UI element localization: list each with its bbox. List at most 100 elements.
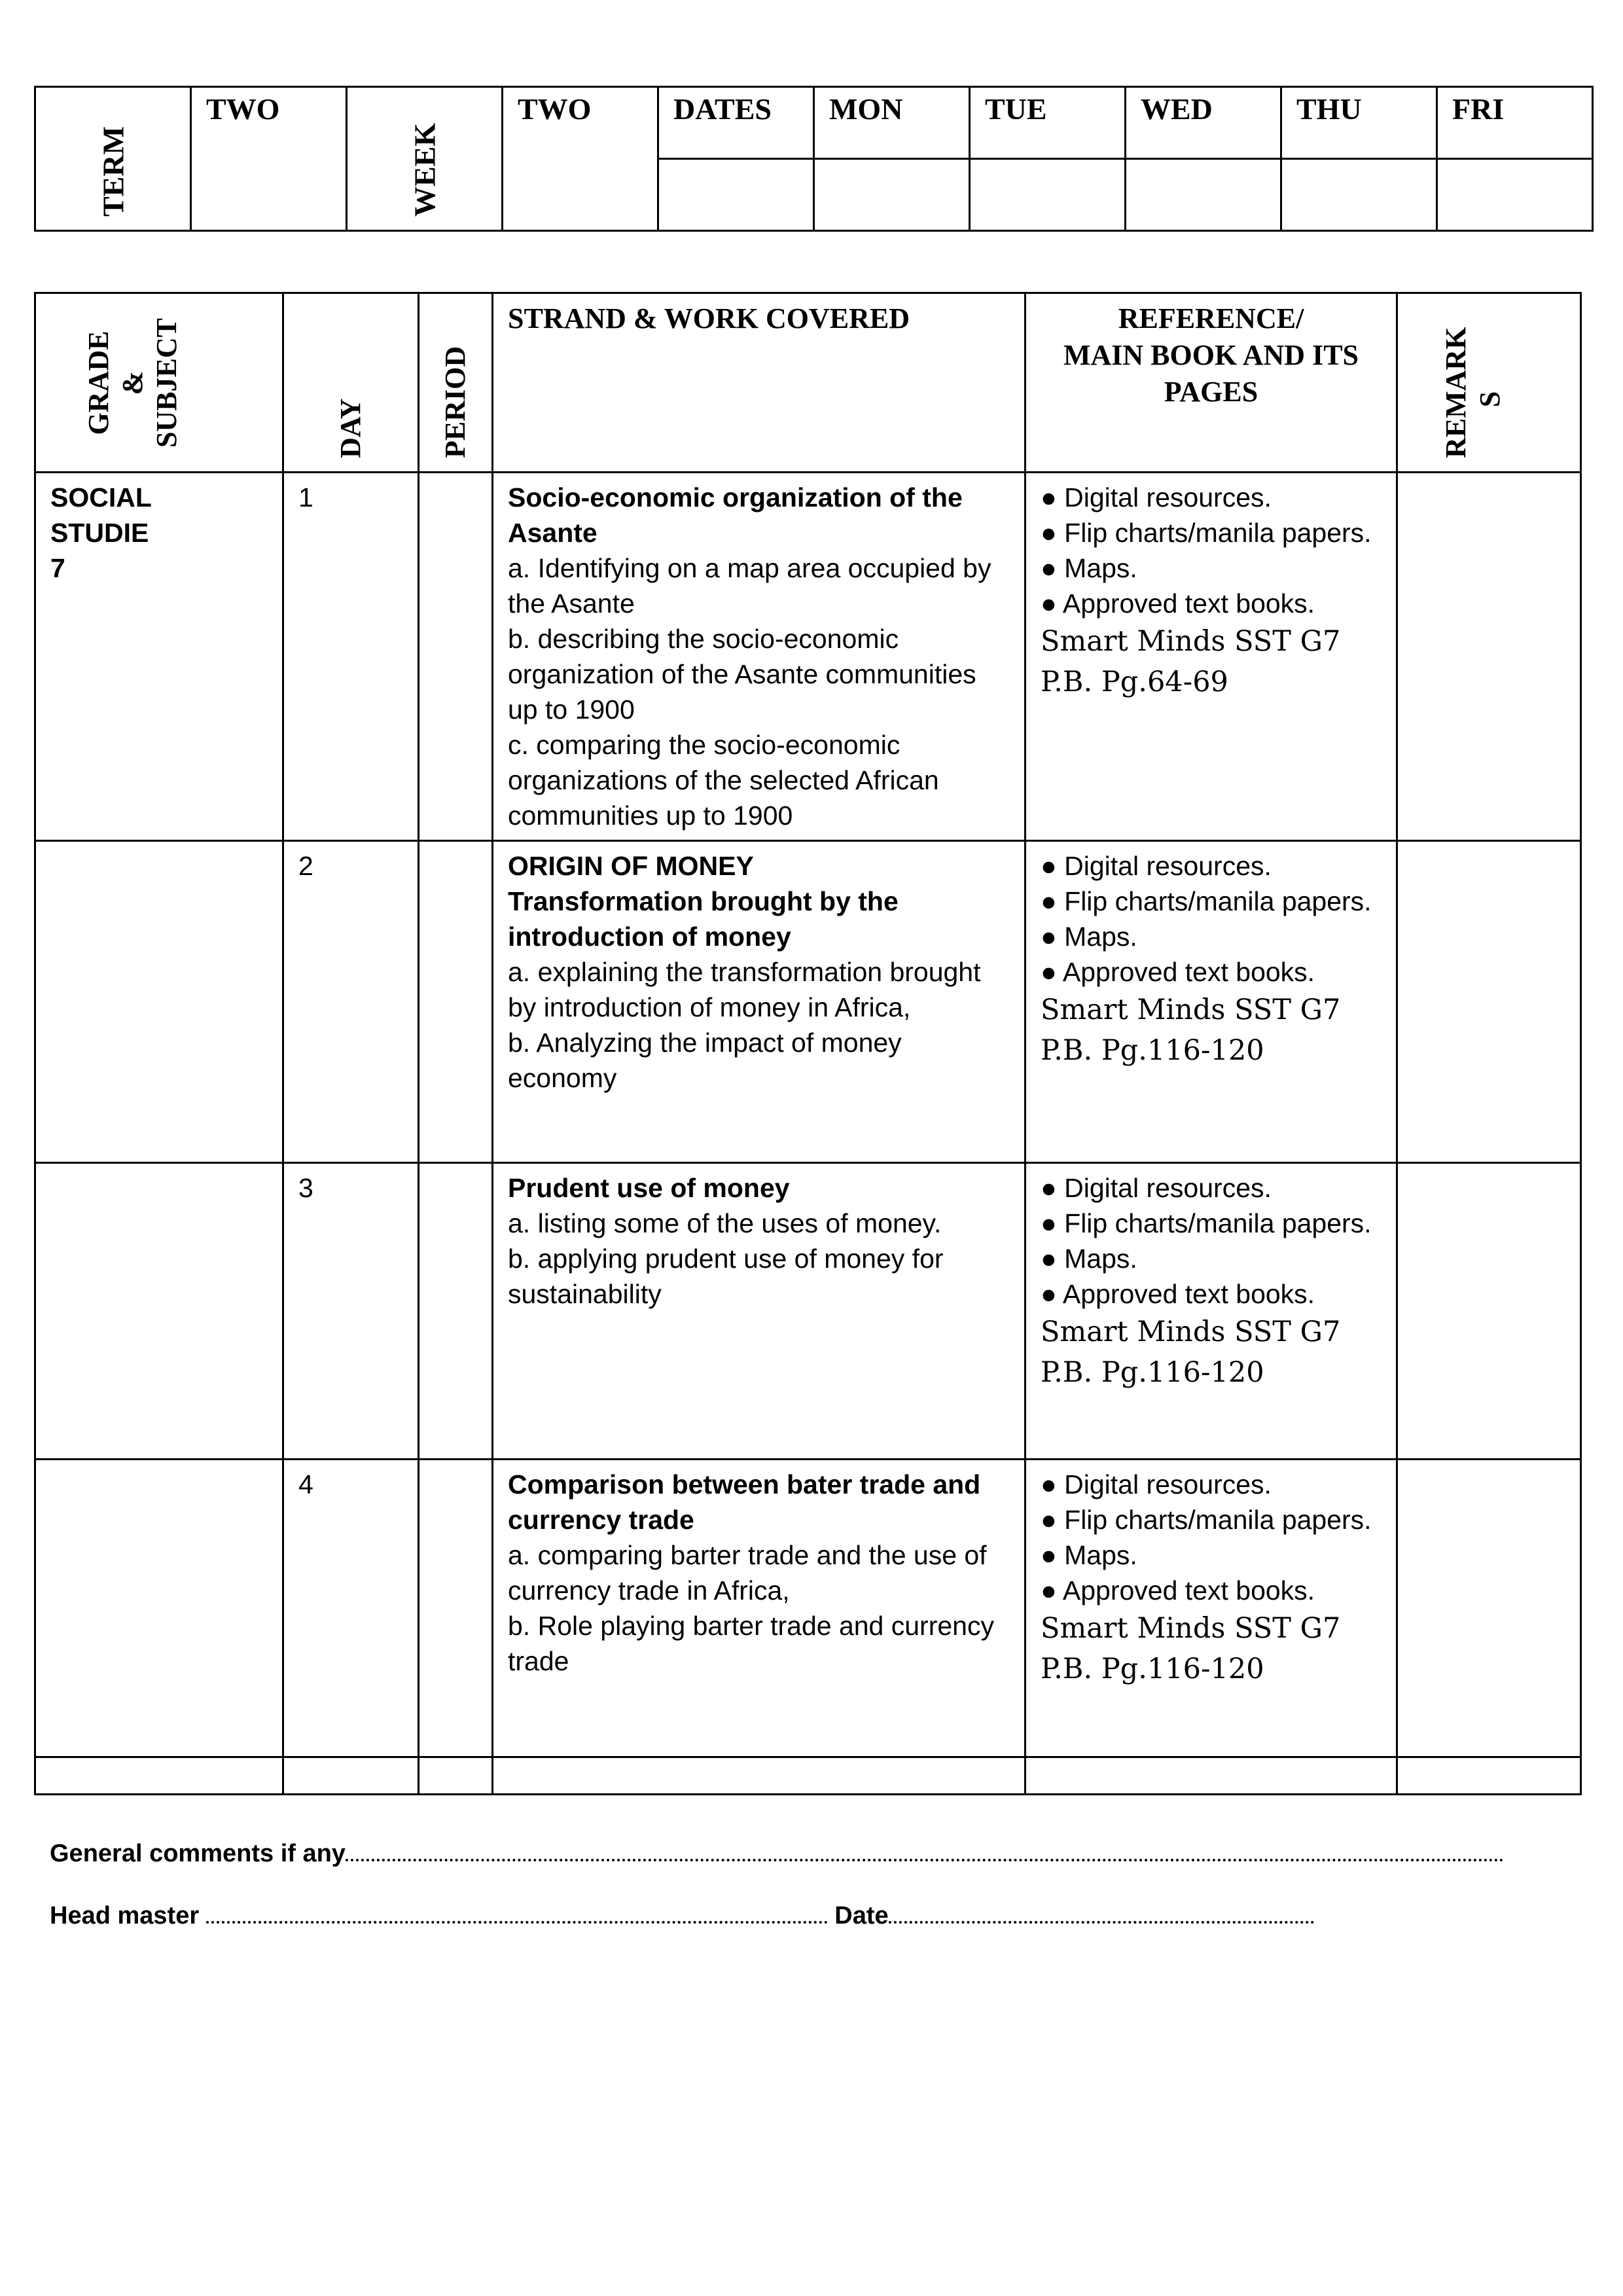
strand-line: b. Role playing barter trade and currenc… [508, 1611, 994, 1676]
header-strand: STRAND & WORK COVERED [491, 292, 1026, 473]
term-week-table: TERM TWO WEEK TWO DATES MON TUE WED THU … [34, 86, 1594, 232]
book-title: Smart Minds SST G7 [1041, 994, 1341, 1026]
fri-date-cell[interactable] [1436, 158, 1594, 232]
day-cell: 4 [282, 1458, 419, 1758]
strand-title: Prudent use of money [508, 1173, 790, 1203]
empty-cell [1396, 1756, 1582, 1795]
strand-title: Comparison between bater trade and curre… [508, 1469, 981, 1535]
resource-item: ● Maps. [1041, 1244, 1137, 1274]
grade-subject-cell [34, 840, 284, 1164]
strand-line: b. applying prudent use of money for sus… [508, 1244, 944, 1309]
signature-line: Head master Date [50, 1901, 1314, 1930]
term-label: TERM [96, 126, 130, 217]
resource-item: ● Flip charts/manila papers. [1041, 1505, 1372, 1535]
grade-subject-line: STUDIE [50, 518, 149, 548]
general-comments-line: General comments if any [50, 1839, 1504, 1868]
mon-date-cell[interactable] [813, 158, 971, 232]
strand-cell: ORIGIN OF MONEY Transformation brought by… [491, 840, 1026, 1164]
lesson-row: 2 ORIGIN OF MONEY Transformation brought … [34, 840, 1582, 1164]
book-pages: P.B. Pg.116-120 [1041, 1034, 1264, 1067]
reference-cell: ● Digital resources. ● Flip charts/manila… [1024, 1458, 1398, 1758]
strand-cell: Prudent use of money a. listing some of t… [491, 1162, 1026, 1460]
general-comments-label: General comments if any [50, 1840, 346, 1867]
strand-line: a. explaining the transformation brought… [508, 957, 981, 1022]
lesson-plan-table: GRADE & SUBJECT DAY PERIOD STRAND & WORK… [34, 292, 1582, 1795]
wed-date-cell[interactable] [1124, 158, 1282, 232]
lesson-row: 4 Comparison between bater trade and cur… [34, 1458, 1582, 1758]
grade-subject-line: 7 [50, 553, 65, 583]
week-label-cell: WEEK [346, 86, 503, 232]
resource-item: ● Approved text books. [1041, 1279, 1315, 1309]
date-label: Date [834, 1902, 889, 1929]
resource-item: ● Digital resources. [1041, 1173, 1272, 1203]
period-cell[interactable] [418, 1162, 493, 1460]
headmaster-field[interactable] [205, 1901, 828, 1924]
resource-item: ● Approved text books. [1041, 957, 1315, 987]
resource-item: ● Maps. [1041, 553, 1137, 583]
thu-date-cell[interactable] [1280, 158, 1438, 232]
header-day: DAY [282, 292, 419, 473]
general-comments-field[interactable] [345, 1839, 1504, 1861]
grade-subject-line: SOCIAL [50, 482, 152, 512]
grade-subject-cell [34, 1162, 284, 1460]
header-reference: REFERENCE/ MAIN BOOK AND ITS PAGES [1024, 292, 1398, 473]
strand-title: Socio-economic organization of the Asant… [508, 482, 963, 548]
day-fri: FRI [1436, 86, 1594, 160]
tue-date-cell[interactable] [969, 158, 1126, 232]
strand-title: ORIGIN OF MONEY [508, 851, 754, 881]
lesson-row: 3 Prudent use of money a. listing some of… [34, 1162, 1582, 1460]
strand-title: Transformation brought by the introducti… [508, 886, 899, 952]
empty-cell [418, 1756, 493, 1795]
day-mon: MON [813, 86, 971, 160]
dates-cell[interactable] [657, 158, 815, 232]
remarks-cell[interactable] [1396, 1458, 1582, 1758]
day-label: DAY [334, 398, 366, 458]
grade-subject-cell: SOCIAL STUDIE 7 [34, 471, 284, 842]
term-value: TWO [190, 86, 348, 232]
book-pages: P.B. Pg.64-69 [1041, 666, 1228, 698]
reference-cell: ● Digital resources. ● Flip charts/manila… [1024, 840, 1398, 1164]
grade-subject-label: GRADE & SUBJECT [82, 317, 183, 448]
resource-item: ● Maps. [1041, 922, 1137, 952]
resource-item: ● Maps. [1041, 1540, 1137, 1570]
period-cell[interactable] [418, 471, 493, 842]
dates-label: DATES [657, 86, 815, 160]
day-tue: TUE [969, 86, 1126, 160]
strand-line: a. comparing barter trade and the use of… [508, 1540, 987, 1605]
day-cell: 1 [282, 471, 419, 842]
empty-cell [282, 1756, 419, 1795]
week-value: TWO [501, 86, 659, 232]
reference-cell: ● Digital resources. ● Flip charts/manila… [1024, 471, 1398, 842]
week-label: WEEK [408, 122, 441, 217]
period-cell[interactable] [418, 1458, 493, 1758]
book-title: Smart Minds SST G7 [1041, 1316, 1341, 1348]
empty-cell [491, 1756, 1026, 1795]
lesson-row: SOCIAL STUDIE 7 1 Socio-economic organizat… [34, 471, 1582, 842]
header-remarks: REMARK S [1396, 292, 1582, 473]
strand-line: b. Analyzing the impact of money economy [508, 1028, 902, 1093]
book-title: Smart Minds SST G7 [1041, 625, 1341, 658]
term-label-cell: TERM [34, 86, 192, 232]
remarks-cell[interactable] [1396, 840, 1582, 1164]
reference-cell: ● Digital resources. ● Flip charts/manila… [1024, 1162, 1398, 1460]
resource-item: ● Digital resources. [1041, 851, 1272, 881]
period-label: PERIOD [439, 346, 471, 458]
resource-item: ● Digital resources. [1041, 1469, 1272, 1499]
day-cell: 2 [282, 840, 419, 1164]
strand-line: a. Identifying on a map area occupied by… [508, 553, 991, 619]
resource-item: ● Digital resources. [1041, 482, 1272, 512]
remarks-cell[interactable] [1396, 1162, 1582, 1460]
header-grade-subject: GRADE & SUBJECT [34, 292, 284, 473]
date-field[interactable] [888, 1901, 1314, 1924]
strand-line: a. listing some of the uses of money. [508, 1208, 942, 1238]
resource-item: ● Approved text books. [1041, 588, 1315, 619]
strand-cell: Socio-economic organization of the Asant… [491, 471, 1026, 842]
book-pages: P.B. Pg.116-120 [1041, 1653, 1264, 1685]
period-cell[interactable] [418, 840, 493, 1164]
book-pages: P.B. Pg.116-120 [1041, 1356, 1264, 1389]
resource-item: ● Flip charts/manila papers. [1041, 518, 1372, 548]
remarks-cell[interactable] [1396, 471, 1582, 842]
day-thu: THU [1280, 86, 1438, 160]
header-period: PERIOD [418, 292, 493, 473]
empty-cell [1024, 1756, 1398, 1795]
